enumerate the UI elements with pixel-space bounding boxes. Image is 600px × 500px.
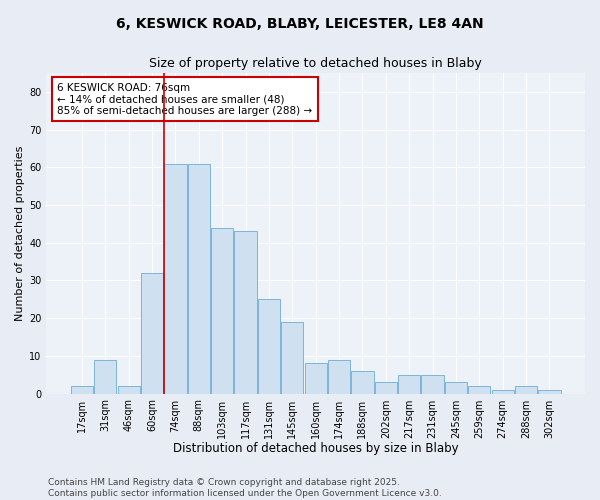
Bar [328, 360, 350, 394]
Bar [118, 386, 140, 394]
Text: Contains HM Land Registry data © Crown copyright and database right 2025.
Contai: Contains HM Land Registry data © Crown c… [48, 478, 442, 498]
Bar [515, 386, 537, 394]
Bar [281, 322, 304, 394]
Bar [164, 164, 187, 394]
Bar [421, 374, 443, 394]
Bar [398, 374, 420, 394]
Bar [352, 371, 374, 394]
Bar [258, 300, 280, 394]
Y-axis label: Number of detached properties: Number of detached properties [15, 146, 25, 321]
Bar [445, 382, 467, 394]
Text: 6 KESWICK ROAD: 76sqm
← 14% of detached houses are smaller (48)
85% of semi-deta: 6 KESWICK ROAD: 76sqm ← 14% of detached … [57, 82, 312, 116]
Bar [538, 390, 560, 394]
Bar [375, 382, 397, 394]
X-axis label: Distribution of detached houses by size in Blaby: Distribution of detached houses by size … [173, 442, 458, 455]
Bar [491, 390, 514, 394]
Bar [71, 386, 93, 394]
Bar [468, 386, 490, 394]
Bar [211, 228, 233, 394]
Bar [141, 273, 163, 394]
Title: Size of property relative to detached houses in Blaby: Size of property relative to detached ho… [149, 58, 482, 70]
Text: 6, KESWICK ROAD, BLABY, LEICESTER, LE8 4AN: 6, KESWICK ROAD, BLABY, LEICESTER, LE8 4… [116, 18, 484, 32]
Bar [305, 364, 327, 394]
Bar [188, 164, 210, 394]
Bar [235, 232, 257, 394]
Bar [94, 360, 116, 394]
